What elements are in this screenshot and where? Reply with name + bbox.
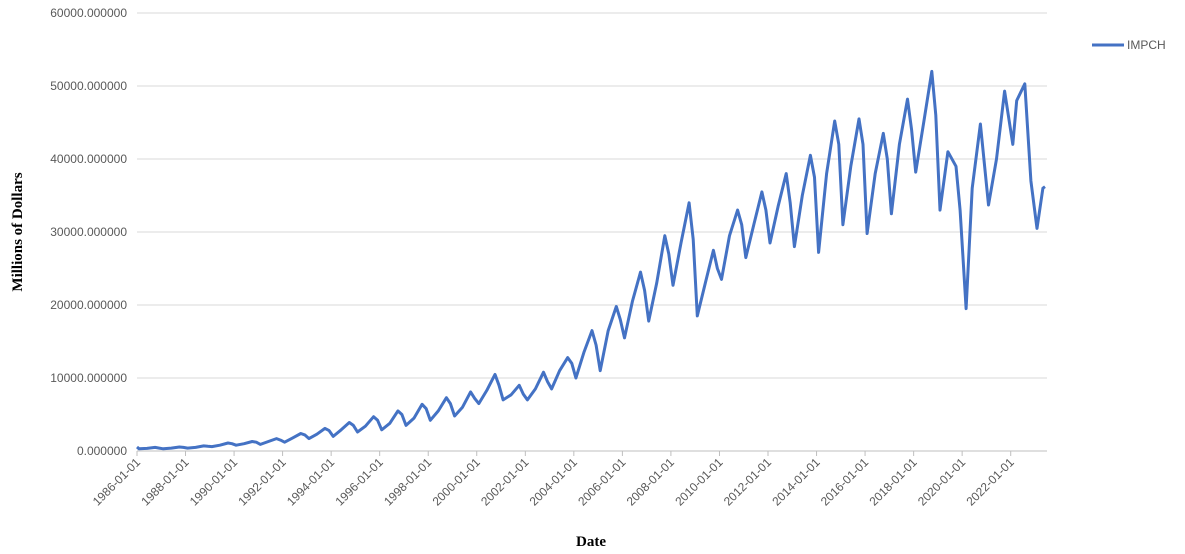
x-tick-label: 1988-01-01 — [138, 455, 192, 509]
x-tick-label: 1986-01-01 — [90, 455, 144, 509]
x-tick-label: 2010-01-01 — [672, 455, 726, 509]
x-tick-label: 2012-01-01 — [721, 455, 775, 509]
x-tick-label: 2002-01-01 — [478, 455, 532, 509]
x-tick-label: 2008-01-01 — [624, 455, 678, 509]
y-tick-label: 10000.000000 — [50, 371, 127, 385]
x-tick-label: 2022-01-01 — [964, 455, 1018, 509]
y-tick-label: 20000.000000 — [50, 298, 127, 312]
x-tick-label: 2018-01-01 — [866, 455, 920, 509]
y-tick-label: 0.000000 — [77, 444, 127, 458]
legend-label: IMPCH — [1127, 38, 1166, 52]
y-axis-title: Millions of Dollars — [10, 172, 26, 291]
x-tick-label: 2000-01-01 — [430, 455, 484, 509]
y-tick-label: 40000.000000 — [50, 152, 127, 166]
x-tick-label: 1998-01-01 — [381, 455, 435, 509]
y-tick-label: 50000.000000 — [50, 79, 127, 93]
y-tick-label: 60000.000000 — [50, 6, 127, 20]
x-tick-label: 1994-01-01 — [284, 455, 338, 509]
x-tick-label: 2014-01-01 — [769, 455, 823, 509]
x-tick-label: 1992-01-01 — [235, 455, 289, 509]
x-tick-label: 2020-01-01 — [915, 455, 969, 509]
x-tick-label: 2004-01-01 — [527, 455, 581, 509]
x-axis-title: Date — [576, 534, 606, 550]
x-tick-label: 2016-01-01 — [818, 455, 872, 509]
y-tick-label: 30000.000000 — [50, 225, 127, 239]
x-tick-label: 1990-01-01 — [187, 455, 241, 509]
data-line — [136, 69, 1046, 451]
x-tick-label: 2006-01-01 — [575, 455, 629, 509]
x-tick-label: 1996-01-01 — [332, 455, 386, 509]
